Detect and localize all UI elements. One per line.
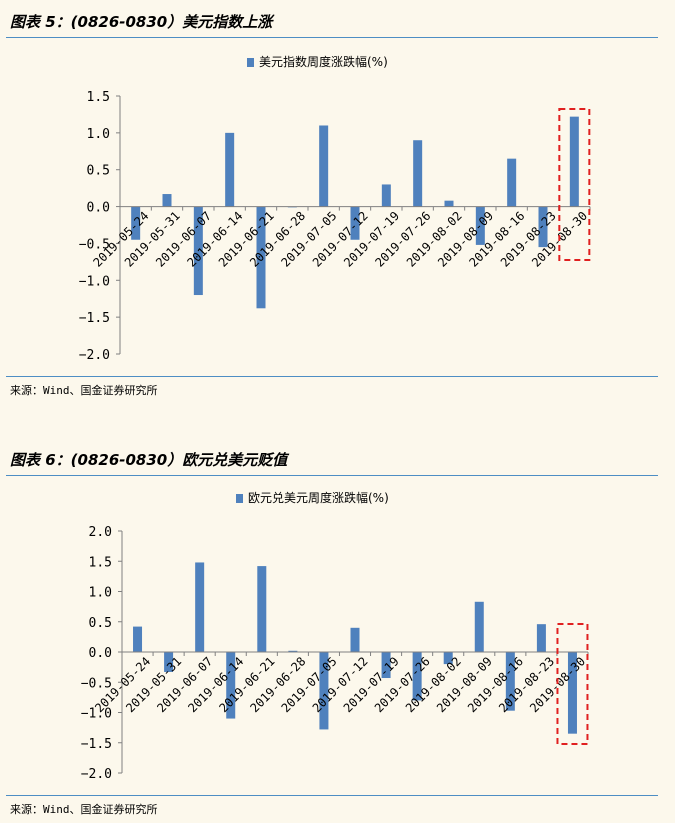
y-tick-label: 0.5: [87, 164, 110, 179]
figure-title: 图表 5：(0826-0830）美元指数上涨: [10, 13, 273, 31]
bar-2019-07-26: [412, 652, 422, 701]
bar-2019-08-09: [475, 206, 485, 245]
bar-2019-08-30: [569, 116, 579, 207]
legend-swatch: [247, 58, 254, 67]
y-tick-label: −1.0: [79, 274, 110, 289]
y-tick-label: 1.0: [87, 127, 110, 142]
y-tick-label: 1.5: [89, 555, 112, 570]
figure-panel-usd: 图表 5：(0826-0830）美元指数上涨 美元指数周度涨跌幅(%) 1.5 1.…: [0, 0, 675, 400]
bar-2019-06-14: [225, 132, 235, 207]
bar-2019-06-07: [195, 562, 205, 652]
usd-index-chart: 美元指数周度涨跌幅(%) 1.5 1.0 0.5 0.0 −0.5 −1.0 −1.5 −2.0…: [79, 54, 591, 363]
y-tick-label: −0.5: [81, 676, 112, 691]
bar-2019-08-23: [536, 624, 546, 652]
bar-2019-07-05: [319, 125, 329, 207]
bar-2019-07-26: [413, 140, 423, 207]
bar-2019-05-31: [162, 194, 172, 207]
highlight-box: [556, 623, 589, 745]
y-tick-label: −1.5: [79, 311, 110, 326]
bar-2019-06-28: [288, 650, 298, 652]
bar-2019-08-02: [443, 652, 453, 665]
y-tick-label: −2.0: [81, 767, 112, 782]
title-rule: [6, 37, 658, 38]
bar-2019-08-09: [474, 601, 484, 652]
bar-2019-07-19: [381, 184, 391, 207]
bar-2019-08-02: [444, 200, 454, 207]
y-tick-label: 0.0: [87, 201, 110, 216]
y-tick-label: −1.0: [81, 707, 112, 722]
bar-2019-08-16: [507, 158, 517, 207]
bar-2019-08-16: [505, 652, 515, 711]
bar-2019-06-21: [257, 566, 267, 652]
bar-2019-07-05: [319, 652, 329, 730]
legend: 欧元兑美元周度涨跌幅(%): [236, 490, 389, 505]
bar-2019-07-12: [350, 627, 360, 652]
legend-label: 美元指数周度涨跌幅(%): [259, 54, 388, 69]
bar-2019-05-24: [131, 206, 141, 240]
bar-2019-07-12: [350, 206, 360, 240]
y-tick-label: 2.0: [89, 525, 112, 540]
bar-2019-05-24: [133, 626, 143, 652]
bar-2019-08-23: [538, 206, 548, 248]
bar-2019-08-30: [567, 652, 577, 734]
y-tick-label: 1.5: [87, 90, 110, 105]
bar-2019-06-14: [226, 652, 236, 719]
source-rule: [6, 376, 658, 377]
legend-label: 欧元兑美元周度涨跌幅(%): [248, 490, 389, 505]
y-tick-label: 1.0: [89, 586, 112, 601]
highlight-box: [558, 108, 591, 261]
bar-2019-06-07: [193, 206, 203, 296]
bar-2019-07-19: [381, 652, 391, 679]
bar-2019-05-31: [164, 652, 174, 672]
legend: 美元指数周度涨跌幅(%): [247, 54, 388, 69]
eurusd-chart: 欧元兑美元周度涨跌幅(%) 2.0 1.5 1.0 0.5 0.0 −0.5 −1.0 −1.5…: [81, 490, 589, 782]
legend-swatch: [236, 494, 243, 503]
figure-title: 图表 6：(0826-0830）欧元兑美元贬值: [10, 451, 288, 469]
y-tick-label: −2.0: [79, 348, 110, 363]
y-tick-label: 0.5: [89, 616, 112, 631]
source-note: 来源：Wind、国金证券研究所: [10, 384, 158, 397]
y-tick-label: −0.5: [79, 237, 110, 252]
source-note: 来源：Wind、国金证券研究所: [10, 803, 158, 816]
y-tick-label: −1.5: [81, 737, 112, 752]
bar-2019-06-21: [256, 206, 266, 309]
title-rule: [6, 475, 658, 476]
source-rule: [6, 795, 658, 796]
y-tick-label: 0.0: [89, 646, 112, 661]
figure-panel-eur: 图表 6：(0826-0830）欧元兑美元贬值 欧元兑美元周度涨跌幅(%) 2.0…: [0, 440, 675, 823]
